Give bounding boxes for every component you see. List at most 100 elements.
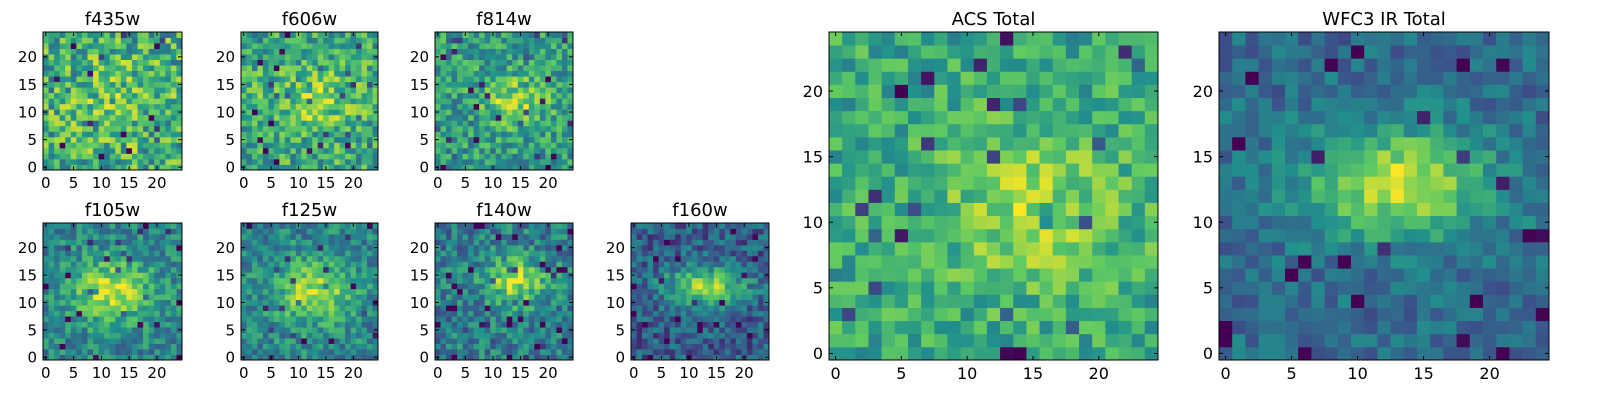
heatmap-cell <box>457 70 463 77</box>
heatmap-cell <box>550 158 557 165</box>
heatmap-cell <box>165 244 172 251</box>
heatmap-cell <box>290 164 297 171</box>
heatmap-cell <box>268 332 275 339</box>
heatmap-cell <box>868 346 883 361</box>
heatmap-cell <box>301 261 308 268</box>
heatmap-cell <box>647 349 654 355</box>
heatmap-cell <box>154 250 161 257</box>
heatmap-cell <box>143 158 150 165</box>
heatmap-cell <box>170 244 177 251</box>
heatmap-cell <box>306 255 313 262</box>
heatmap-cell <box>279 158 286 165</box>
heatmap-cell <box>295 321 302 328</box>
x-tick-label: 20 <box>539 174 558 192</box>
heatmap-cell <box>636 349 643 355</box>
heatmap-cell <box>76 136 83 143</box>
heatmap-cell <box>746 233 753 240</box>
heatmap-cell <box>473 98 480 105</box>
heatmap-cell <box>143 255 150 262</box>
heatmap-cell <box>550 255 557 262</box>
heatmap-cell <box>517 250 524 257</box>
heatmap-cell <box>545 244 552 251</box>
heatmap-cell <box>724 283 731 290</box>
heatmap-cell <box>523 343 530 350</box>
heatmap-cell <box>126 255 133 262</box>
heatmap-cell <box>361 244 368 251</box>
heatmap-cell <box>675 255 682 262</box>
heatmap-cell <box>730 316 737 323</box>
heatmap-cell <box>262 114 269 121</box>
heatmap-cell <box>534 103 541 110</box>
heatmap-cell <box>691 266 698 273</box>
heatmap-cell <box>484 288 491 295</box>
heatmap-cell <box>675 283 682 290</box>
heatmap-cell <box>317 305 324 312</box>
heatmap-cell <box>675 338 682 344</box>
heatmap-cell <box>501 87 508 94</box>
heatmap-cell <box>550 272 557 279</box>
heatmap-cell <box>636 299 643 306</box>
heatmap-cell <box>76 288 83 295</box>
heatmap-cell <box>159 294 166 301</box>
heatmap-cell <box>746 223 753 229</box>
heatmap-cell <box>829 202 843 217</box>
heatmap-cell <box>435 316 441 323</box>
heatmap-cell <box>479 316 486 323</box>
heatmap-cell <box>506 310 513 317</box>
heatmap-cell <box>251 65 258 72</box>
heatmap-cell <box>159 147 166 154</box>
heatmap-cell <box>361 136 368 143</box>
heatmap-cell <box>317 70 324 77</box>
heatmap-cell <box>947 241 961 256</box>
heatmap-cell <box>462 250 469 257</box>
heatmap-cell <box>301 250 308 257</box>
heatmap-cell <box>440 294 447 301</box>
heatmap-cell <box>148 316 155 323</box>
heatmap-cell <box>262 76 269 83</box>
heatmap-cell <box>251 131 258 138</box>
heatmap-cell <box>367 343 373 350</box>
x-tick-label: 15 <box>316 364 335 382</box>
heatmap-cell <box>257 233 264 240</box>
heatmap-cell <box>98 343 105 350</box>
heatmap-cell <box>490 310 497 317</box>
heatmap-cell <box>257 43 264 49</box>
heatmap-cell <box>273 349 280 355</box>
heatmap-cell <box>262 32 269 38</box>
heatmap-cell <box>462 261 469 268</box>
heatmap-cell <box>1079 163 1093 177</box>
heatmap-cell <box>295 98 302 105</box>
heatmap-cell <box>143 59 150 66</box>
heatmap-cell <box>104 98 111 105</box>
heatmap-cell <box>1013 281 1027 295</box>
heatmap-cell <box>115 65 122 72</box>
heatmap-cell <box>372 153 379 160</box>
heatmap-cell <box>159 228 166 235</box>
heatmap-cell <box>345 37 351 44</box>
heatmap-cell <box>724 261 731 268</box>
heatmap-cell <box>295 272 302 279</box>
heatmap-cell <box>246 228 253 235</box>
heatmap-cell <box>501 98 508 105</box>
heatmap-cell <box>550 120 557 127</box>
heatmap-cell <box>545 316 552 323</box>
heatmap-cell <box>290 349 297 355</box>
heatmap-cell <box>545 327 552 333</box>
heatmap-cell <box>257 272 264 279</box>
heatmap-cell <box>120 70 127 77</box>
heatmap-cell <box>1065 346 1080 361</box>
heatmap-cell <box>658 338 665 344</box>
heatmap-cell <box>43 98 49 105</box>
heatmap-cell <box>54 228 61 235</box>
heatmap-cell <box>131 109 138 116</box>
heatmap-cell <box>457 310 463 317</box>
heatmap-cell <box>757 266 764 273</box>
heatmap-cell <box>842 176 856 190</box>
heatmap-cell <box>702 316 709 323</box>
heatmap-cell <box>1052 333 1067 348</box>
heatmap-cell <box>708 244 715 251</box>
heatmap-cell <box>960 163 975 177</box>
heatmap-cell <box>165 277 172 284</box>
heatmap-cell <box>48 239 55 246</box>
heatmap-cell <box>339 338 346 344</box>
